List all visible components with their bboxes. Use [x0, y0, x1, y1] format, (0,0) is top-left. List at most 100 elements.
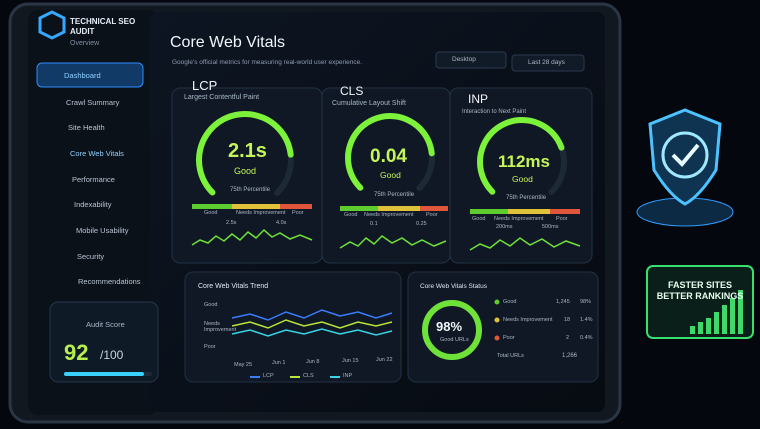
- sparkline: [339, 235, 447, 249]
- page-title: Core Web Vitals: [170, 34, 286, 51]
- dot: [494, 335, 500, 341]
- row-label: Good: [503, 299, 517, 305]
- promo-bar: [690, 326, 695, 334]
- page-subtitle: Google's official metrics for measuring …: [172, 59, 363, 66]
- scale-label: Poor: [292, 210, 304, 216]
- gauge-arc: [477, 117, 567, 207]
- threshold: 2.5s: [226, 220, 237, 226]
- row-pct: 98%: [580, 299, 592, 305]
- row-label: Poor: [503, 335, 515, 341]
- scale-label: Needs Improvement: [364, 212, 414, 218]
- metric-percentile: 75th Percentile: [230, 187, 271, 193]
- bar-ni: [508, 209, 550, 214]
- bar-poor: [420, 206, 448, 211]
- nav-item[interactable]: Crawl Summary: [66, 98, 120, 107]
- bar-good: [192, 204, 232, 209]
- promo-bar: [730, 298, 735, 334]
- x-label: Jun 22: [376, 357, 393, 363]
- threshold: 0.1: [370, 221, 378, 227]
- scale-label: Needs Improvement: [494, 216, 544, 222]
- score-card: [49, 301, 159, 383]
- scale-label: Good: [204, 210, 218, 216]
- bar-ni: [378, 206, 420, 211]
- nav-item[interactable]: Mobile Usability: [76, 226, 129, 235]
- legend-label: INP: [343, 373, 353, 379]
- bar-poor: [280, 204, 312, 209]
- x-label: Jun 15: [342, 358, 359, 364]
- metric-value: 112ms: [498, 152, 550, 171]
- x-label: Jun 8: [306, 359, 320, 365]
- scale-label: Good: [472, 216, 486, 222]
- score-label: Audit Score: [86, 320, 125, 329]
- trend-line: [231, 328, 393, 337]
- gauge-arc: [344, 113, 435, 203]
- promo-bar: [706, 318, 711, 334]
- gauge-arc: [196, 111, 294, 209]
- metric-name: LCP: [192, 78, 218, 93]
- threshold-bars: [192, 204, 580, 214]
- trend-line: [231, 309, 393, 321]
- row-count: 18: [564, 317, 571, 323]
- row-label: Needs Improvement: [503, 317, 553, 323]
- device-select-label[interactable]: Desktop: [452, 56, 476, 63]
- score-total: /100: [100, 348, 124, 362]
- nav-item[interactable]: Performance: [72, 175, 115, 184]
- nav-item[interactable]: Dashboard: [64, 71, 101, 80]
- threshold: 0.25: [416, 221, 427, 227]
- total-value: 1,266: [562, 353, 578, 359]
- status-donut: [422, 300, 482, 360]
- metric-status: Good: [512, 174, 533, 184]
- sparkline: [191, 228, 313, 246]
- status-percent-label: Good URLs: [440, 337, 469, 343]
- scale-label: Needs Improvement: [236, 210, 286, 216]
- nav-item[interactable]: Indexability: [74, 200, 112, 209]
- metric-status: Good: [380, 170, 401, 180]
- score-bar: [64, 372, 144, 376]
- promo-bars: [690, 290, 743, 334]
- metric-full: Interaction to Next Paint: [462, 109, 527, 115]
- metric-full: Largest Contentful Paint: [184, 94, 260, 101]
- sparklines: [191, 228, 581, 251]
- threshold: 200ms: [496, 224, 513, 230]
- trend-lines: [231, 309, 393, 337]
- x-label: Jun 1: [272, 360, 286, 366]
- status-dots: [494, 299, 500, 341]
- dot: [494, 317, 500, 323]
- promo-text: FASTER SITES BETTER RANKINGS: [656, 280, 744, 301]
- check: [671, 143, 700, 167]
- nav-item[interactable]: Core Web Vitals: [70, 149, 124, 158]
- trend-level: Poor: [204, 344, 216, 350]
- shield-decor: [636, 108, 734, 227]
- nav-item[interactable]: Recommendations: [78, 277, 141, 286]
- promo-bar: [722, 305, 727, 334]
- promo-bar: [714, 312, 719, 334]
- metric-value: 2.1s: [228, 140, 267, 162]
- scale-label: Poor: [556, 216, 568, 222]
- dot: [494, 299, 500, 305]
- sparkline: [469, 237, 581, 251]
- scale-label: Good: [344, 212, 358, 218]
- app-title: TECHNICAL SEO AUDIT: [70, 17, 136, 36]
- metric-percentile: 75th Percentile: [506, 195, 547, 201]
- status-percent: 98%: [436, 319, 463, 334]
- metric-value: 0.04: [370, 146, 407, 167]
- promo-bar: [698, 322, 703, 334]
- trend-level: Good: [204, 302, 218, 308]
- nav-item[interactable]: Security: [77, 252, 105, 261]
- metric-full: Cumulative Layout Shift: [332, 100, 406, 107]
- shield: [648, 108, 722, 206]
- device-select: [435, 51, 507, 69]
- card: [449, 87, 593, 264]
- app-subtitle: Overview: [70, 40, 100, 47]
- nav-item[interactable]: Site Health: [68, 123, 105, 132]
- nav-active-bg: [36, 62, 144, 88]
- threshold: 500ms: [542, 224, 559, 230]
- score-value: 92: [64, 340, 89, 365]
- scale-label: Poor: [426, 212, 438, 218]
- promo-bar: [738, 290, 743, 334]
- trend-line: [231, 319, 393, 329]
- metric-name: CLS: [340, 84, 364, 98]
- range-select-label[interactable]: Last 28 days: [528, 59, 565, 66]
